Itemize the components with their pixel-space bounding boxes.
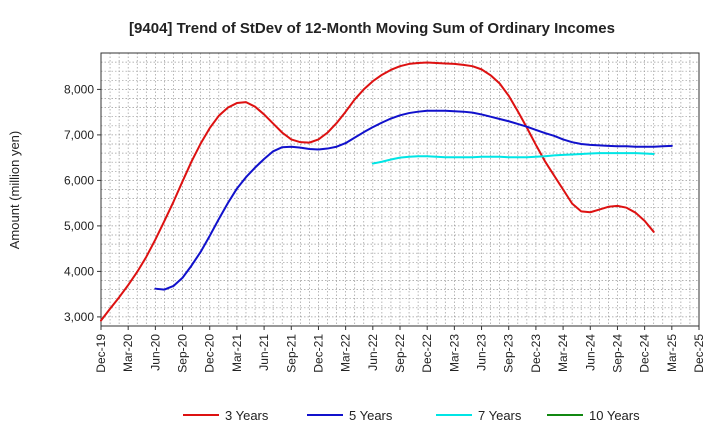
grid xyxy=(100,52,700,327)
x-tick-label: Sep-22 xyxy=(393,334,407,373)
legend-label: 3 Years xyxy=(225,408,269,423)
x-tick-label: Jun-20 xyxy=(148,334,162,371)
legend-label: 7 Years xyxy=(478,408,522,423)
x-tick-label: Jun-21 xyxy=(257,334,271,371)
y-axis: 3,000 4,000 5,000 6,000 7,000 8,000 xyxy=(64,82,101,324)
x-tick-label: Mar-25 xyxy=(665,334,679,372)
y-tick-label: 6,000 xyxy=(64,173,94,187)
y-tick-label: 5,000 xyxy=(64,219,94,233)
x-tick-label: Jun-22 xyxy=(366,334,380,371)
x-tick-label: Mar-24 xyxy=(556,334,570,372)
x-tick-label: Dec-25 xyxy=(692,334,706,373)
legend-label: 10 Years xyxy=(589,408,640,423)
x-tick-label: Jun-23 xyxy=(475,334,489,371)
y-tick-label: 4,000 xyxy=(64,264,94,278)
x-tick-label: Dec-20 xyxy=(203,334,217,373)
x-tick-label: Sep-21 xyxy=(284,334,298,373)
x-tick-label: Mar-22 xyxy=(339,334,353,372)
series-group xyxy=(100,61,673,322)
x-tick-label: Dec-19 xyxy=(94,334,108,373)
legend: 3 Years 5 Years 7 Years 10 Years xyxy=(183,408,640,423)
x-tick-label: Mar-20 xyxy=(121,334,135,372)
x-tick-label: Mar-21 xyxy=(230,334,244,372)
series-line-7-years xyxy=(371,152,655,165)
series-line-5-years xyxy=(154,109,673,291)
x-tick-label: Sep-24 xyxy=(610,334,624,373)
y-tick-label: 3,000 xyxy=(64,310,94,324)
x-tick-label: Dec-22 xyxy=(420,334,434,373)
x-axis: Dec-19 Mar-20 Jun-20 Sep-20 Dec-20 Mar-21 Jun-… xyxy=(94,326,706,373)
y-axis-label: Amount (million yen) xyxy=(7,131,22,250)
x-tick-label: Dec-23 xyxy=(529,334,543,373)
chart-title: [9404] Trend of StDev of 12-Month Moving… xyxy=(129,20,615,37)
x-tick-label: Dec-24 xyxy=(638,334,652,373)
x-tick-label: Dec-21 xyxy=(311,334,325,373)
x-tick-label: Jun-24 xyxy=(583,334,597,371)
x-tick-label: Sep-20 xyxy=(176,334,190,373)
legend-label: 5 Years xyxy=(349,408,393,423)
y-tick-label: 8,000 xyxy=(64,82,94,96)
x-tick-label: Sep-23 xyxy=(502,334,516,373)
y-tick-label: 7,000 xyxy=(64,128,94,142)
series-line-3-years xyxy=(100,61,655,322)
x-tick-label: Mar-23 xyxy=(447,334,461,372)
